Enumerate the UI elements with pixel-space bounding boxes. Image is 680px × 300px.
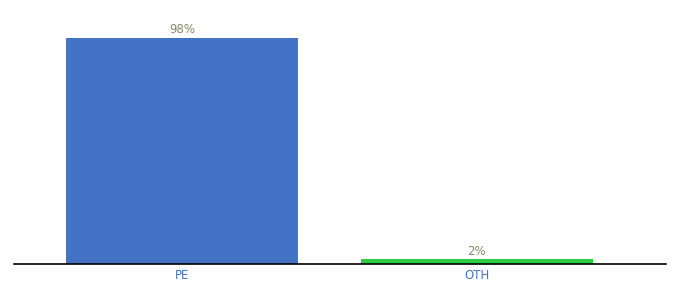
Bar [361, 260, 593, 264]
Text: 98%: 98% [169, 23, 195, 36]
Bar [66, 38, 298, 264]
Text: 2%: 2% [468, 244, 486, 257]
